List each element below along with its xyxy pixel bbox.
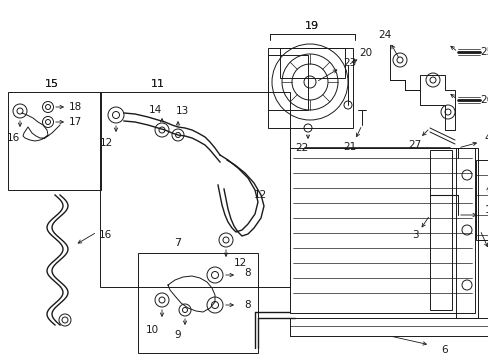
Text: 19: 19 xyxy=(305,21,318,31)
Text: 13: 13 xyxy=(175,106,188,116)
Bar xyxy=(8,92,101,190)
Text: 23: 23 xyxy=(343,58,356,68)
Circle shape xyxy=(304,76,315,88)
Text: 7: 7 xyxy=(174,238,181,248)
Text: 14: 14 xyxy=(148,105,162,115)
Text: 10: 10 xyxy=(145,325,158,335)
Bar xyxy=(138,253,258,353)
Text: 11: 11 xyxy=(151,79,164,89)
Text: 16: 16 xyxy=(98,230,111,240)
Text: 12: 12 xyxy=(253,190,266,200)
Bar xyxy=(475,160,487,240)
Text: 9: 9 xyxy=(174,330,181,340)
Bar xyxy=(289,318,488,336)
Text: 12: 12 xyxy=(233,258,246,268)
Text: 3: 3 xyxy=(411,230,417,240)
Bar xyxy=(429,150,451,310)
Text: 11: 11 xyxy=(151,79,164,89)
Text: 27: 27 xyxy=(407,140,421,150)
Text: 19: 19 xyxy=(305,21,318,31)
Bar xyxy=(289,148,474,313)
Bar xyxy=(267,55,307,110)
Text: 25: 25 xyxy=(479,47,488,57)
Bar xyxy=(100,92,289,287)
Text: 21: 21 xyxy=(343,142,356,152)
Text: 26: 26 xyxy=(479,95,488,105)
Text: 15: 15 xyxy=(45,79,59,89)
Text: 22: 22 xyxy=(295,143,308,153)
Text: 8: 8 xyxy=(244,300,251,310)
Text: 15: 15 xyxy=(45,79,59,89)
Text: 4: 4 xyxy=(483,133,488,143)
Text: 18: 18 xyxy=(68,102,81,112)
Text: 17: 17 xyxy=(68,117,81,127)
Text: 24: 24 xyxy=(378,30,391,40)
Text: 1: 1 xyxy=(484,205,488,215)
Text: 12: 12 xyxy=(99,138,112,148)
Bar xyxy=(280,48,345,78)
Text: 20: 20 xyxy=(359,48,372,58)
Bar xyxy=(455,148,477,318)
Text: 6: 6 xyxy=(441,345,447,355)
Text: 16: 16 xyxy=(6,133,20,143)
Text: 8: 8 xyxy=(244,268,251,278)
Bar xyxy=(267,48,352,128)
